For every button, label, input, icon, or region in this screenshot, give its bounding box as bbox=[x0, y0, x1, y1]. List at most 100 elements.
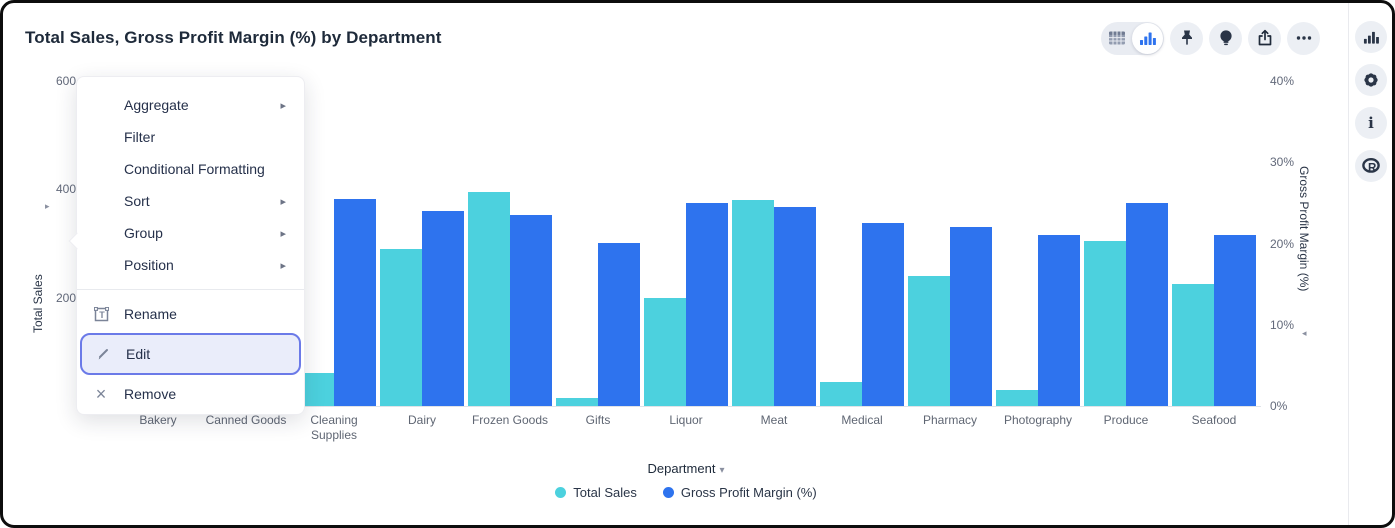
menu-action-label: Edit bbox=[126, 346, 151, 362]
menu-item-label: Sort bbox=[124, 193, 150, 209]
view-toggle[interactable] bbox=[1101, 21, 1164, 55]
bar-total-sales-frozen-goods[interactable] bbox=[468, 192, 510, 406]
bar-total-sales-gifts[interactable] bbox=[556, 398, 598, 406]
x-axis-dropdown-icon[interactable]: ▾ bbox=[719, 465, 725, 476]
ellipsis-icon bbox=[1296, 36, 1311, 40]
menu-item-label: Conditional Formatting bbox=[124, 161, 265, 177]
x-axis-title-label: Department bbox=[647, 461, 716, 476]
bar-gross-profit-margin-gifts[interactable] bbox=[598, 243, 640, 406]
bar-total-sales-medical[interactable] bbox=[820, 382, 862, 406]
remove-icon: × bbox=[95, 384, 107, 404]
submenu-arrow-icon: ▸ bbox=[280, 195, 286, 208]
settings-button[interactable] bbox=[1355, 64, 1387, 96]
bar-gross-profit-margin-meat[interactable] bbox=[774, 207, 816, 406]
bar-gross-profit-margin-medical[interactable] bbox=[862, 223, 904, 406]
bar-total-sales-liquor[interactable] bbox=[644, 298, 686, 406]
insights-button[interactable] bbox=[1209, 21, 1242, 55]
legend-label: Gross Profit Margin (%) bbox=[680, 485, 817, 500]
sidebar-divider bbox=[1348, 3, 1349, 525]
menu-item-position[interactable]: Position ▸ bbox=[77, 249, 304, 281]
bar-gross-profit-margin-seafood[interactable] bbox=[1214, 235, 1256, 406]
right-axis-title[interactable]: Gross Profit Margin (%) bbox=[1297, 166, 1311, 292]
bar-gross-profit-margin-cleaning-supplies[interactable] bbox=[334, 199, 376, 406]
menu-item-label: Filter bbox=[124, 129, 156, 145]
context-menu-divider bbox=[77, 289, 304, 290]
menu-item-group[interactable]: Group ▸ bbox=[77, 217, 304, 249]
chart-view-icon[interactable] bbox=[1132, 22, 1163, 54]
menu-action-label: Rename bbox=[124, 306, 177, 322]
rename-icon: T bbox=[93, 306, 109, 322]
gear-icon bbox=[1364, 73, 1378, 87]
x-tick-label: Medical bbox=[841, 413, 883, 427]
side-rail: i R bbox=[1355, 21, 1387, 182]
more-options-button[interactable] bbox=[1287, 21, 1320, 55]
context-menu-actions: T Rename Edit × Remove bbox=[77, 298, 304, 410]
bar-total-sales-dairy[interactable] bbox=[380, 249, 422, 406]
bar-gross-profit-margin-frozen-goods[interactable] bbox=[510, 215, 552, 406]
submenu-arrow-icon: ▸ bbox=[280, 227, 286, 240]
menu-action-edit[interactable]: Edit bbox=[82, 335, 299, 373]
right-axis-tick: 10% bbox=[1270, 318, 1295, 332]
legend-label: Total Sales bbox=[573, 485, 637, 500]
r-analytics-button[interactable]: R bbox=[1355, 150, 1387, 182]
right-axis-tick: 40% bbox=[1270, 74, 1295, 88]
context-menu-items: Aggregate ▸ Filter Conditional Formatting So… bbox=[77, 89, 304, 281]
bar-total-sales-produce[interactable] bbox=[1084, 241, 1126, 406]
right-axis-tick: 20% bbox=[1270, 237, 1295, 251]
right-axis-arrow-icon: ◂ bbox=[1302, 328, 1307, 338]
r-logo-icon: R bbox=[1362, 157, 1380, 175]
bar-gross-profit-margin-liquor[interactable] bbox=[686, 203, 728, 406]
x-tick-label: Pharmacy bbox=[922, 413, 978, 427]
right-axis-tick: 30% bbox=[1270, 155, 1295, 169]
left-axis-tick: 400 bbox=[55, 182, 76, 196]
submenu-arrow-icon: ▸ bbox=[280, 99, 286, 112]
bar-total-sales-pharmacy[interactable] bbox=[908, 276, 950, 406]
pin-icon bbox=[1181, 30, 1192, 45]
x-tick-label: Canned Goods bbox=[205, 413, 287, 427]
x-tick-label: Gifts bbox=[585, 413, 611, 427]
bar-total-sales-seafood[interactable] bbox=[1172, 284, 1214, 406]
chart-type-button[interactable] bbox=[1355, 21, 1387, 53]
right-axis-tick: 0% bbox=[1270, 399, 1288, 413]
menu-action-rename[interactable]: T Rename bbox=[77, 298, 304, 330]
bar-total-sales-photography[interactable] bbox=[996, 390, 1038, 406]
bar-gross-profit-margin-photography[interactable] bbox=[1038, 235, 1080, 406]
edit-icon bbox=[95, 347, 111, 361]
x-tick-label: Meat bbox=[760, 413, 788, 427]
bar-gross-profit-margin-pharmacy[interactable] bbox=[950, 227, 992, 406]
bar-gross-profit-margin-dairy[interactable] bbox=[422, 211, 464, 406]
info-icon: i bbox=[1368, 114, 1374, 132]
x-tick-label: Frozen Goods bbox=[471, 413, 549, 427]
menu-item-aggregate[interactable]: Aggregate ▸ bbox=[77, 89, 304, 121]
menu-action-remove[interactable]: × Remove bbox=[77, 378, 304, 410]
menu-item-conditional-formatting[interactable]: Conditional Formatting bbox=[77, 153, 304, 185]
menu-item-filter[interactable]: Filter bbox=[77, 121, 304, 153]
table-view-icon[interactable] bbox=[1101, 22, 1132, 55]
share-button[interactable] bbox=[1248, 21, 1281, 55]
legend-item-total-sales[interactable]: Total Sales bbox=[555, 485, 637, 500]
x-tick-label: Liquor bbox=[669, 413, 703, 427]
left-axis-arrow-icon: ▸ bbox=[45, 201, 50, 211]
x-tick-label: Produce bbox=[1103, 413, 1149, 427]
bar-total-sales-meat[interactable] bbox=[732, 200, 774, 406]
left-axis-title[interactable]: Total Sales bbox=[31, 274, 45, 333]
bar-gross-profit-margin-produce[interactable] bbox=[1126, 203, 1168, 406]
page-title: Total Sales, Gross Profit Margin (%) by … bbox=[25, 28, 442, 47]
svg-text:R: R bbox=[1368, 163, 1377, 175]
info-button[interactable]: i bbox=[1355, 107, 1387, 139]
menu-action-label: Remove bbox=[124, 386, 177, 402]
menu-item-sort[interactable]: Sort ▸ bbox=[77, 185, 304, 217]
left-axis-tick: 200 bbox=[55, 291, 76, 305]
x-tick-label: Dairy bbox=[407, 413, 436, 427]
left-axis-tick: 600 bbox=[55, 74, 76, 88]
menu-item-label: Group bbox=[124, 225, 163, 241]
legend-dot-icon bbox=[662, 487, 674, 498]
context-menu: Aggregate ▸ Filter Conditional Formatting So… bbox=[68, 76, 305, 415]
legend-item-gross-profit-margin[interactable]: Gross Profit Margin (%) bbox=[662, 485, 817, 500]
x-axis-line bbox=[111, 406, 1261, 407]
pin-button[interactable] bbox=[1170, 21, 1203, 55]
share-icon bbox=[1258, 29, 1271, 46]
x-tick-label: Cleaning Supplies bbox=[310, 413, 358, 442]
menu-item-label: Position bbox=[124, 257, 174, 273]
x-axis-title[interactable]: Department ▾ bbox=[111, 461, 1261, 476]
